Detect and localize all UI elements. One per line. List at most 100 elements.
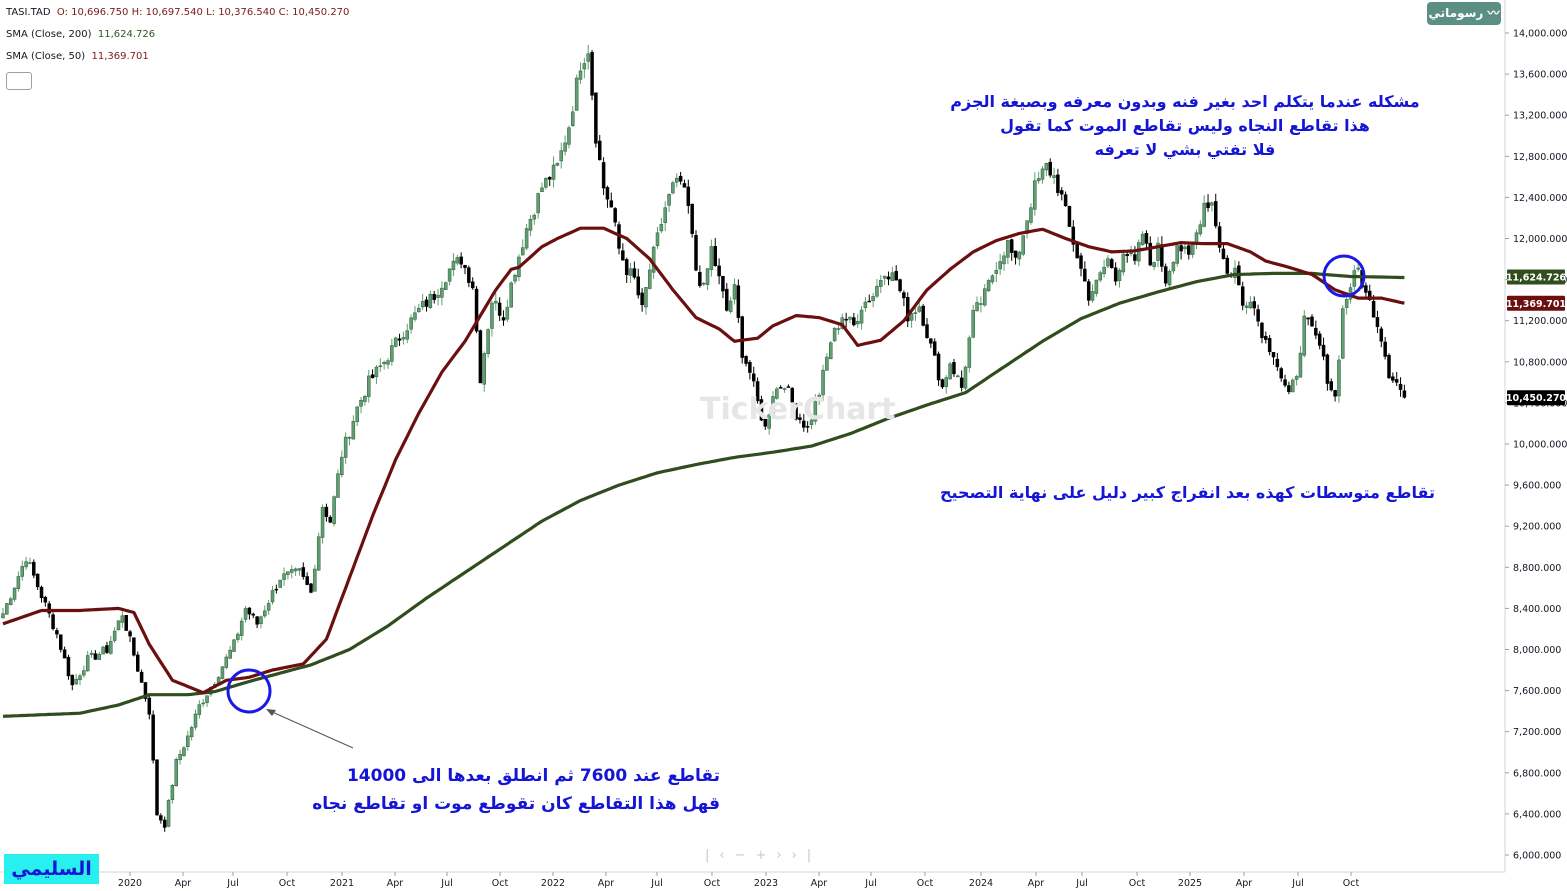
candle-down [698, 272, 702, 286]
candle-up [628, 268, 633, 276]
annotation-bottom-line1: تقاطع عند 7600 ثم انطلق بعدها الى 14000 [346, 766, 720, 786]
candle-up [1094, 279, 1099, 294]
brand-badge[interactable]: رسوماتي 〰 [1427, 2, 1501, 25]
candle-up [817, 394, 821, 400]
candle-up [486, 329, 490, 354]
candle-down [1329, 381, 1333, 391]
nav-end-icon[interactable]: ›| [791, 848, 822, 863]
candle-down [1240, 286, 1245, 306]
annotation-top-line1: مشكله عندما يتكلم احد بغير فنه وبدون معر… [950, 92, 1420, 111]
candle-up [582, 63, 587, 70]
candle-down [1067, 205, 1072, 227]
sma50-value: 11,369.701 [91, 51, 149, 62]
candle-up [871, 296, 875, 301]
candle-up [1171, 261, 1176, 272]
annotation-bottom: تقاطع عند 7600 ثم انطلق بعدها الى 14000 … [312, 762, 720, 818]
candle-down [370, 374, 375, 379]
candle-down [151, 714, 155, 761]
watermark: TickerChart [700, 392, 896, 427]
candle-down [867, 300, 871, 303]
candle-down [424, 299, 429, 307]
candle-up [351, 421, 356, 440]
nav-forward-icon[interactable]: › [776, 848, 792, 863]
candle-up [1175, 245, 1179, 264]
candle-up [971, 309, 975, 338]
candle-up [651, 246, 656, 273]
y-tick-label: 8,000.000 [1513, 645, 1561, 656]
candle-down [1221, 248, 1226, 259]
candle-up [983, 288, 987, 306]
y-tick-label: 10,000.000 [1513, 440, 1567, 451]
candle-down [1060, 190, 1064, 195]
candle-down [763, 418, 768, 427]
candle-down [932, 341, 937, 356]
candle-up [440, 287, 444, 298]
candle-up [509, 282, 513, 308]
candle-down [852, 317, 856, 326]
candle-down [1321, 344, 1326, 357]
candle-down [1163, 266, 1168, 284]
candle-down [39, 586, 44, 599]
candle-down [1260, 322, 1264, 339]
sma50-line[interactable] [2, 226, 1405, 695]
candle-down [1383, 341, 1387, 357]
candle-up [524, 228, 529, 249]
candle-up [332, 496, 336, 525]
zoom-in-icon[interactable]: + [755, 848, 777, 863]
y-tick-label: 6,800.000 [1513, 768, 1561, 779]
legend-sma200-row[interactable]: SMA (Close, 200) 11,624.726 [6, 24, 349, 46]
candle-down [1379, 328, 1384, 342]
y-tick-label: 13,600.000 [1513, 70, 1567, 81]
candle-down [139, 671, 144, 683]
zoom-out-icon[interactable]: − [734, 848, 756, 863]
y-tick-label: 9,600.000 [1513, 481, 1561, 492]
candle-up [1167, 271, 1172, 286]
candle-down [1283, 379, 1287, 386]
candle-up [355, 406, 359, 422]
candle-down [162, 819, 167, 828]
legend: TASI.TAD O: 10,696.750 H: 10,697.540 L: … [6, 2, 349, 90]
candle-down [690, 203, 694, 234]
sma200-line[interactable] [2, 271, 1405, 718]
candle-up [236, 633, 240, 640]
chart-nav-toolbar[interactable]: |‹−+››| [705, 848, 821, 863]
legend-collapse-button[interactable] [6, 72, 32, 90]
candle-up [405, 330, 409, 340]
candle-down [1063, 194, 1068, 207]
candle-up [979, 303, 983, 305]
candle-down [309, 583, 313, 593]
candle-up [286, 571, 290, 575]
candle-up [767, 414, 771, 429]
candle-up [1344, 299, 1349, 308]
candle-up [890, 272, 895, 281]
candle-up [825, 356, 829, 371]
brand-label: رسوماتي [1428, 6, 1484, 20]
candle-down [1279, 368, 1283, 379]
candle-up [263, 610, 267, 617]
y-tick-label: 12,000.000 [1513, 234, 1567, 245]
legend-sma50-row[interactable]: SMA (Close, 50) 11,369.701 [6, 46, 349, 68]
candle-down [601, 162, 606, 189]
x-tick-label: Oct [279, 878, 296, 889]
candle-up [382, 361, 386, 365]
candle-down [397, 338, 402, 341]
candle-down [759, 399, 764, 421]
candle-down [1287, 385, 1291, 393]
candle-up [378, 365, 383, 368]
nav-back-icon[interactable]: ‹ [719, 848, 735, 863]
candle-down [1317, 333, 1322, 346]
candle-up [574, 77, 579, 111]
candle-up [1248, 301, 1253, 309]
candle-up [166, 799, 171, 827]
candle-down [1264, 335, 1268, 340]
candle-up [855, 321, 860, 325]
symbol-label[interactable]: TASI.TAD [6, 7, 51, 18]
candle-up [232, 639, 236, 652]
candle-down [324, 506, 329, 517]
candle-up [667, 194, 671, 206]
price-tag-label: 11,369.701 [1506, 299, 1566, 310]
candle-up [671, 182, 675, 194]
x-tick-label: Jul [226, 878, 238, 889]
nav-start-icon[interactable]: | [705, 848, 720, 863]
